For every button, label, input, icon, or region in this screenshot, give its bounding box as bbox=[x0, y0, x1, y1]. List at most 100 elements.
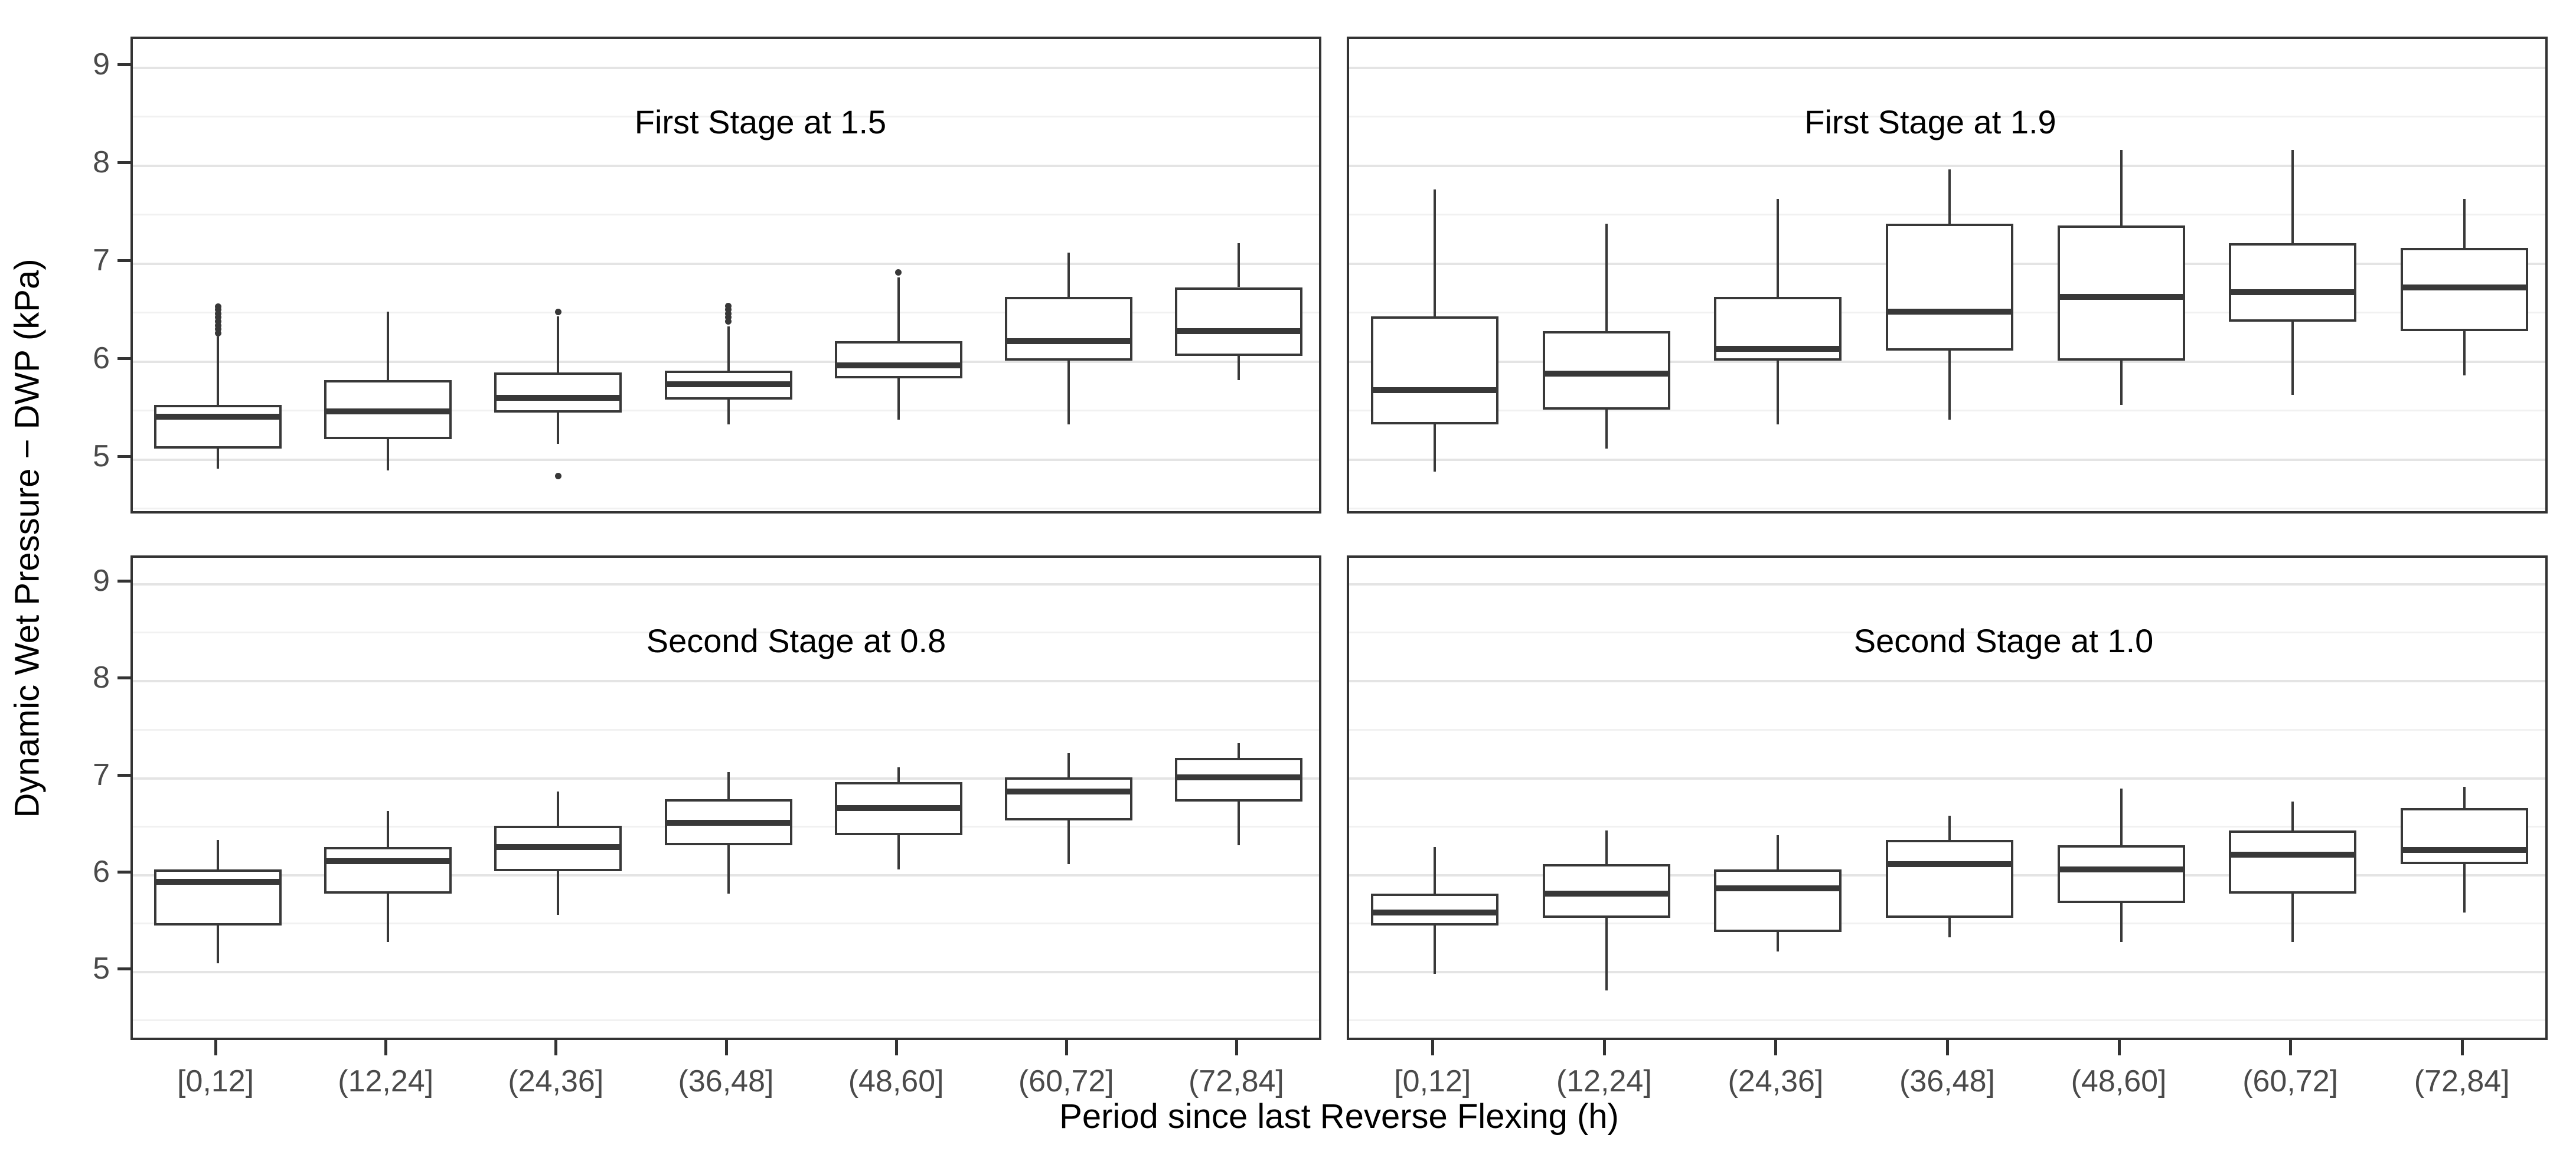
facet-title-bottom-right: Second Stage at 1.0 bbox=[1853, 622, 2154, 659]
lower-whisker bbox=[1237, 801, 1240, 845]
lower-whisker bbox=[1605, 410, 1608, 449]
x-tick-label: (24,36] bbox=[1728, 1064, 1824, 1098]
upper-whisker bbox=[1434, 846, 1436, 894]
lower-whisker bbox=[1067, 361, 1070, 424]
x-tick-label: [0,12] bbox=[177, 1064, 254, 1098]
outlier-dot bbox=[214, 318, 221, 325]
x-tick-label: (60,72] bbox=[2242, 1064, 2339, 1098]
boxplot-box-[0,12] bbox=[154, 869, 282, 926]
lower-whisker bbox=[1605, 917, 1608, 990]
upper-whisker bbox=[2463, 199, 2466, 248]
boxplot-box-(60,72] bbox=[1004, 297, 1132, 361]
outlier-dot bbox=[725, 306, 732, 313]
upper-whisker bbox=[1605, 830, 1608, 865]
y-tick-label: 9 bbox=[93, 47, 110, 81]
outlier-dot bbox=[214, 330, 221, 337]
median-line bbox=[2400, 846, 2528, 853]
facet-panel-top-right: First Stage at 1.9 bbox=[1347, 37, 2548, 514]
lower-whisker bbox=[2120, 903, 2123, 942]
lower-whisker bbox=[1948, 351, 1951, 420]
outlier-dot bbox=[725, 318, 732, 325]
x-tick-label: (24,36] bbox=[508, 1064, 604, 1098]
y-tick-mark bbox=[117, 967, 130, 970]
lower-whisker bbox=[2291, 321, 2294, 395]
median-line bbox=[2400, 284, 2528, 290]
lower-whisker bbox=[2463, 331, 2466, 375]
minor-gridline-5.5 bbox=[133, 410, 1319, 411]
upper-whisker bbox=[387, 312, 390, 381]
outlier-dot bbox=[214, 322, 221, 329]
x-tick-mark bbox=[554, 1040, 558, 1055]
boxplot-box-(36,48] bbox=[1886, 223, 2013, 351]
upper-whisker bbox=[1605, 223, 1608, 332]
boxplot-box-[0,12] bbox=[154, 404, 282, 449]
lower-whisker bbox=[557, 412, 560, 444]
lower-whisker bbox=[727, 845, 730, 894]
x-tick-mark bbox=[1431, 1040, 1435, 1055]
lower-whisker bbox=[1067, 820, 1070, 865]
major-gridline-6 bbox=[133, 361, 1319, 363]
boxplot-box-(36,48] bbox=[1886, 840, 2013, 918]
major-gridline-9 bbox=[133, 583, 1319, 586]
lower-whisker bbox=[1777, 932, 1780, 952]
y-axis-title: Dynamic Wet Pressure − DWP (kPa) bbox=[8, 259, 47, 818]
major-gridline-6 bbox=[1349, 361, 2545, 363]
x-tick-mark bbox=[1946, 1040, 1949, 1055]
upper-whisker bbox=[1777, 199, 1780, 297]
minor-gridline-7.5 bbox=[133, 214, 1319, 215]
outlier-dot bbox=[895, 269, 902, 276]
minor-gridline-8.5 bbox=[1349, 116, 2545, 117]
major-gridline-8 bbox=[1349, 165, 2545, 167]
outlier-dot bbox=[554, 308, 561, 315]
y-tick-label: 7 bbox=[93, 243, 110, 277]
median-line bbox=[1542, 890, 1670, 897]
y-tick-label: 6 bbox=[93, 854, 110, 889]
x-tick-label: (48,60] bbox=[848, 1064, 944, 1098]
boxplot-box-[0,12] bbox=[1371, 893, 1499, 926]
y-tick-mark bbox=[117, 773, 130, 777]
lower-whisker bbox=[387, 893, 390, 942]
median-line bbox=[1174, 328, 1302, 335]
minor-gridline-5.5 bbox=[133, 922, 1319, 924]
x-tick-mark bbox=[2289, 1040, 2293, 1055]
y-tick-mark bbox=[117, 870, 130, 874]
upper-whisker bbox=[2291, 150, 2294, 243]
boxplot-box-(72,84] bbox=[1174, 287, 1302, 356]
upper-whisker bbox=[2291, 801, 2294, 830]
upper-whisker bbox=[1067, 253, 1070, 297]
major-gridline-5 bbox=[133, 459, 1319, 461]
y-tick-label: 6 bbox=[93, 341, 110, 375]
x-tick-mark bbox=[1602, 1040, 1606, 1055]
major-gridline-7 bbox=[133, 777, 1319, 780]
x-tick-mark bbox=[1235, 1040, 1238, 1055]
outlier-dot bbox=[725, 310, 732, 317]
y-tick-label: 5 bbox=[93, 439, 110, 473]
median-line bbox=[2229, 289, 2357, 295]
lower-whisker bbox=[2291, 893, 2294, 942]
lower-whisker bbox=[1434, 424, 1436, 472]
y-tick-mark bbox=[117, 357, 130, 360]
lower-whisker bbox=[1777, 361, 1780, 424]
minor-gridline-8.5 bbox=[133, 632, 1319, 634]
x-tick-label: (72,84] bbox=[2414, 1064, 2510, 1098]
x-tick-label: (60,72] bbox=[1018, 1064, 1114, 1098]
median-line bbox=[1004, 789, 1132, 795]
median-line bbox=[664, 381, 792, 387]
x-tick-label: (36,48] bbox=[1899, 1064, 1995, 1098]
upper-whisker bbox=[217, 840, 220, 869]
upper-whisker bbox=[897, 767, 900, 782]
outlier-dot bbox=[214, 303, 221, 310]
minor-gridline-4.5 bbox=[1349, 1019, 2545, 1022]
y-tick-mark bbox=[117, 63, 130, 66]
major-gridline-5 bbox=[1349, 459, 2545, 461]
x-tick-label: (72,84] bbox=[1188, 1064, 1284, 1098]
median-line bbox=[494, 395, 622, 401]
upper-whisker bbox=[2120, 150, 2123, 225]
upper-whisker bbox=[1237, 243, 1240, 287]
minor-gridline-7.5 bbox=[1349, 728, 2545, 731]
facet-panel-bottom-right: Second Stage at 1.0 bbox=[1347, 555, 2548, 1040]
minor-gridline-6.5 bbox=[1349, 825, 2545, 828]
upper-whisker bbox=[387, 811, 390, 847]
upper-whisker bbox=[1067, 753, 1070, 777]
major-gridline-6 bbox=[133, 874, 1319, 877]
